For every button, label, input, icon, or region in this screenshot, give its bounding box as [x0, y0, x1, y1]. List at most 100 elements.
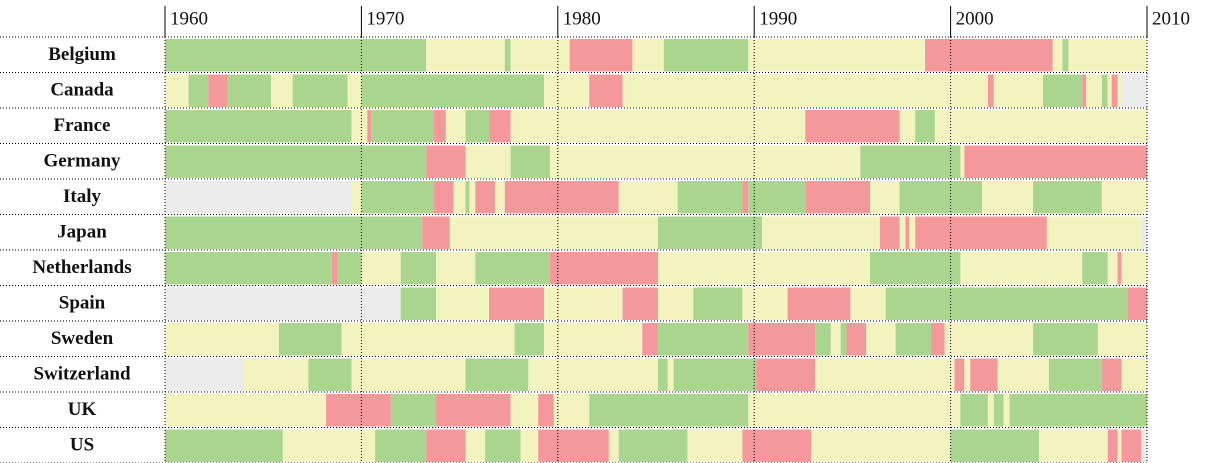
segment	[520, 429, 539, 462]
row-label: Belgium	[48, 44, 116, 65]
segment	[846, 323, 867, 356]
segment	[742, 429, 812, 462]
segment	[165, 74, 189, 107]
segment	[915, 216, 1047, 249]
segment	[944, 323, 1034, 356]
segment	[475, 252, 550, 285]
segment	[997, 358, 1049, 391]
segment	[165, 394, 327, 427]
segment	[1009, 394, 1147, 427]
segment	[367, 110, 372, 143]
segment	[1117, 74, 1122, 107]
segment	[899, 181, 983, 214]
segment	[1107, 252, 1118, 285]
segment	[811, 429, 951, 462]
segment	[748, 181, 806, 214]
segment	[1117, 429, 1122, 462]
row-label: France	[54, 115, 111, 136]
segment	[805, 110, 900, 143]
segment	[1111, 74, 1118, 107]
segment	[549, 252, 658, 285]
segment	[618, 181, 678, 214]
segment	[351, 181, 362, 214]
segment	[400, 252, 437, 285]
segment	[1082, 252, 1108, 285]
segment	[762, 216, 880, 249]
x-tick-label: 2000	[956, 8, 994, 29]
segment	[165, 252, 332, 285]
segment	[528, 358, 658, 391]
segment	[549, 145, 861, 178]
segment	[538, 429, 609, 462]
x-tick-label: 2010	[1152, 8, 1190, 29]
segment	[1033, 323, 1098, 356]
segment	[165, 145, 427, 178]
segment	[165, 429, 283, 462]
segment	[1068, 39, 1147, 72]
segment	[870, 181, 900, 214]
segment	[748, 39, 926, 72]
segment	[589, 74, 623, 107]
segment	[1082, 74, 1087, 107]
segment	[1121, 74, 1147, 107]
segment	[960, 145, 965, 178]
segment	[895, 323, 931, 356]
segment	[950, 429, 1039, 462]
segment	[993, 394, 1004, 427]
segment	[426, 429, 466, 462]
segment	[954, 358, 965, 391]
segment	[165, 358, 244, 391]
segment	[1141, 216, 1147, 249]
segment	[227, 74, 272, 107]
segment	[930, 323, 945, 356]
segment	[1052, 39, 1063, 72]
segment	[1062, 39, 1069, 72]
segment	[1003, 394, 1010, 427]
row-label: US	[70, 435, 94, 456]
segment	[465, 358, 529, 391]
segment	[1107, 74, 1112, 107]
segment	[390, 394, 437, 427]
segment	[489, 110, 511, 143]
segment	[351, 110, 368, 143]
segment	[982, 181, 1034, 214]
row-label: Switzerland	[33, 364, 131, 385]
segment	[964, 358, 971, 391]
segment	[504, 181, 619, 214]
segment	[436, 287, 490, 320]
segment	[870, 252, 961, 285]
x-tick-label: 1990	[759, 8, 797, 29]
segment	[361, 252, 401, 285]
segment	[987, 74, 994, 107]
segment	[657, 216, 763, 249]
segment	[538, 394, 554, 427]
segment	[544, 287, 623, 320]
segment	[331, 252, 338, 285]
segment	[553, 394, 590, 427]
segment	[510, 394, 539, 427]
segment	[618, 429, 688, 462]
x-tick-label: 1960	[170, 8, 208, 29]
segment	[361, 181, 435, 214]
segment	[1101, 74, 1108, 107]
segment	[987, 394, 994, 427]
segment	[687, 429, 743, 462]
segment	[351, 358, 466, 391]
segment	[860, 145, 961, 178]
segment	[909, 216, 916, 249]
segment	[165, 287, 401, 320]
segment	[1046, 216, 1142, 249]
segment	[1086, 74, 1102, 107]
segment	[742, 287, 788, 320]
segment	[925, 39, 1053, 72]
segment	[422, 216, 450, 249]
segment	[271, 74, 293, 107]
segment	[915, 110, 935, 143]
segment	[282, 429, 376, 462]
segment	[622, 287, 658, 320]
segment	[434, 181, 454, 214]
segment	[589, 394, 749, 427]
segment	[885, 287, 1128, 320]
segment	[489, 287, 545, 320]
segment	[1127, 287, 1147, 320]
